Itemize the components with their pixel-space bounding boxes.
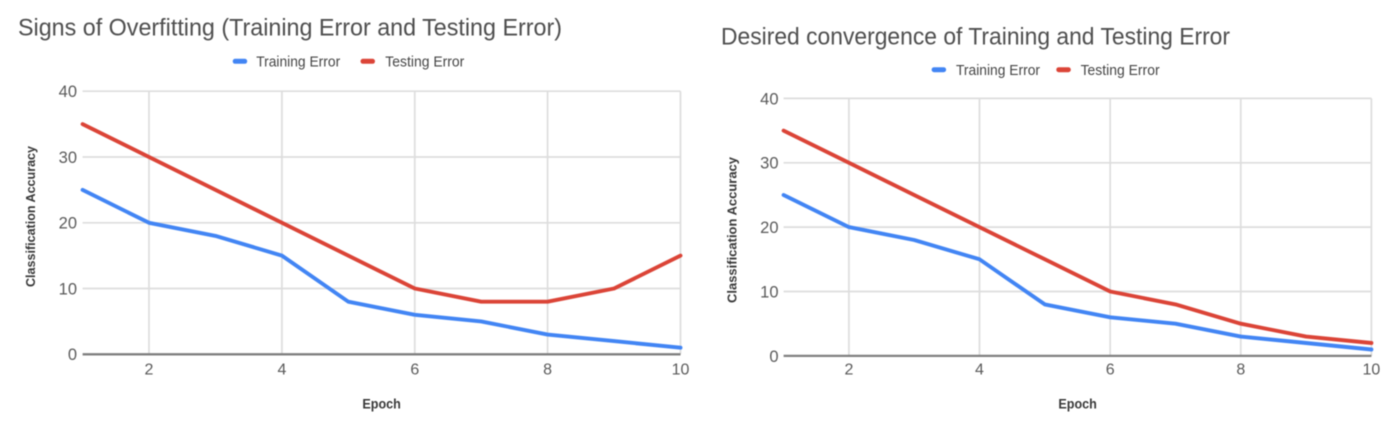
svg-text:0: 0 — [769, 348, 778, 366]
svg-text:Epoch: Epoch — [362, 395, 401, 411]
svg-text:2: 2 — [145, 362, 154, 379]
svg-text:4: 4 — [277, 362, 286, 379]
svg-text:20: 20 — [760, 219, 778, 237]
svg-text:10: 10 — [760, 283, 778, 301]
svg-text:10: 10 — [1363, 361, 1381, 378]
svg-text:Testing Error: Testing Error — [385, 54, 464, 71]
svg-text:Classification Accuracy: Classification Accuracy — [725, 156, 740, 303]
svg-text:Desired convergence of Trainin: Desired convergence of Training and Test… — [721, 24, 1230, 51]
svg-text:Signs of Overfitting (Training: Signs of Overfitting (Training Error and… — [18, 14, 562, 41]
svg-text:0: 0 — [68, 346, 77, 364]
svg-text:10: 10 — [59, 280, 77, 298]
svg-text:Training Error: Training Error — [956, 62, 1040, 79]
svg-text:40: 40 — [59, 83, 77, 101]
svg-text:40: 40 — [760, 90, 778, 108]
svg-text:4: 4 — [975, 361, 984, 378]
svg-text:20: 20 — [59, 215, 77, 233]
svg-text:6: 6 — [1106, 361, 1115, 378]
svg-text:Classification Accuracy: Classification Accuracy — [23, 145, 38, 287]
svg-text:30: 30 — [59, 149, 77, 167]
svg-text:8: 8 — [1236, 361, 1245, 378]
svg-text:6: 6 — [410, 362, 419, 379]
svg-text:Training Error: Training Error — [256, 54, 340, 71]
svg-text:10: 10 — [672, 362, 690, 379]
svg-text:Epoch: Epoch — [1058, 395, 1097, 411]
svg-text:Testing Error: Testing Error — [1081, 62, 1160, 79]
svg-text:30: 30 — [760, 155, 778, 173]
svg-text:2: 2 — [844, 361, 853, 378]
svg-text:8: 8 — [543, 362, 552, 379]
